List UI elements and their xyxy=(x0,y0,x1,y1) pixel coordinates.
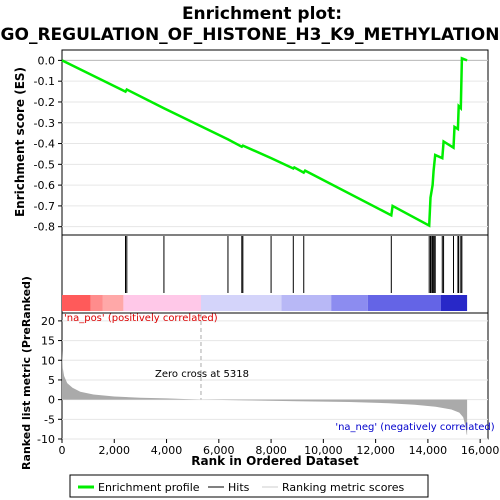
color-bar-segment xyxy=(90,295,103,311)
es-ytick-label: -0.2 xyxy=(34,96,55,109)
metric-ytick-label: 0 xyxy=(48,394,55,407)
es-panel-frame xyxy=(61,49,489,236)
es-ytick-label: -0.3 xyxy=(34,117,55,130)
es-ytick-label: -0.6 xyxy=(34,179,55,192)
x-tick-label: 4,000 xyxy=(151,444,183,457)
color-bar-segment xyxy=(62,295,91,311)
metric-ytick-label: 10 xyxy=(41,354,55,367)
es-ytick-label: -0.4 xyxy=(34,138,55,151)
es-ytick-label: 0.0 xyxy=(38,54,56,67)
x-tick-label: 12,000 xyxy=(356,444,395,457)
es-ytick-label: -0.5 xyxy=(34,158,55,171)
metric-ytick-label: 5 xyxy=(48,374,55,387)
positive-correlation-label: 'na_pos' (positively correlated) xyxy=(64,313,218,324)
x-axis-label: Rank in Ordered Dataset xyxy=(191,454,359,468)
x-tick-label: 6,000 xyxy=(203,444,235,457)
metric-ytick-label: 20 xyxy=(41,315,55,328)
metric-ytick-label: -5 xyxy=(44,413,55,426)
negative-correlation-label: 'na_neg' (negatively correlated) xyxy=(335,422,494,433)
zero-cross-label: Zero cross at 5318 xyxy=(155,369,249,380)
color-bar-segment xyxy=(440,295,468,311)
x-tick-label: 14,000 xyxy=(409,444,448,457)
metric-ytick-label: 15 xyxy=(41,335,55,348)
color-bar-segment xyxy=(200,295,282,311)
chart-title-line1: Enrichment plot: xyxy=(182,4,342,24)
x-tick-label: 16,000 xyxy=(461,444,500,457)
metric-ylabel: Ranked list metric (PreRanked) xyxy=(20,276,33,470)
x-tick-label: 0 xyxy=(59,444,66,457)
metric-panel-frame xyxy=(61,312,489,440)
legend-box xyxy=(69,474,429,498)
color-bar-segment xyxy=(367,295,441,311)
es-ytick-label: -0.7 xyxy=(34,200,55,213)
enrichment-profile-line xyxy=(61,56,468,228)
es-ytick-label: -0.8 xyxy=(34,221,55,234)
color-bar-segment xyxy=(102,295,124,311)
x-tick-label: 8,000 xyxy=(255,444,287,457)
color-bar-segment xyxy=(123,295,201,311)
x-tick-label: 10,000 xyxy=(304,444,343,457)
color-bar-segment xyxy=(281,295,332,311)
chart-title-line2: GO_REGULATION_OF_HISTONE_H3_K9_METHYLATI… xyxy=(1,25,500,45)
legend-label: Hits xyxy=(228,481,250,494)
x-tick-label: 2,000 xyxy=(99,444,131,457)
metric-ytick-label: -10 xyxy=(37,433,55,446)
es-ytick-label: -0.1 xyxy=(34,75,55,88)
es-ylabel: Enrichment score (ES) xyxy=(13,67,27,217)
legend-label: Enrichment profile xyxy=(98,481,200,494)
legend-label: Ranking metric scores xyxy=(282,481,404,494)
color-bar-segment xyxy=(331,295,368,311)
